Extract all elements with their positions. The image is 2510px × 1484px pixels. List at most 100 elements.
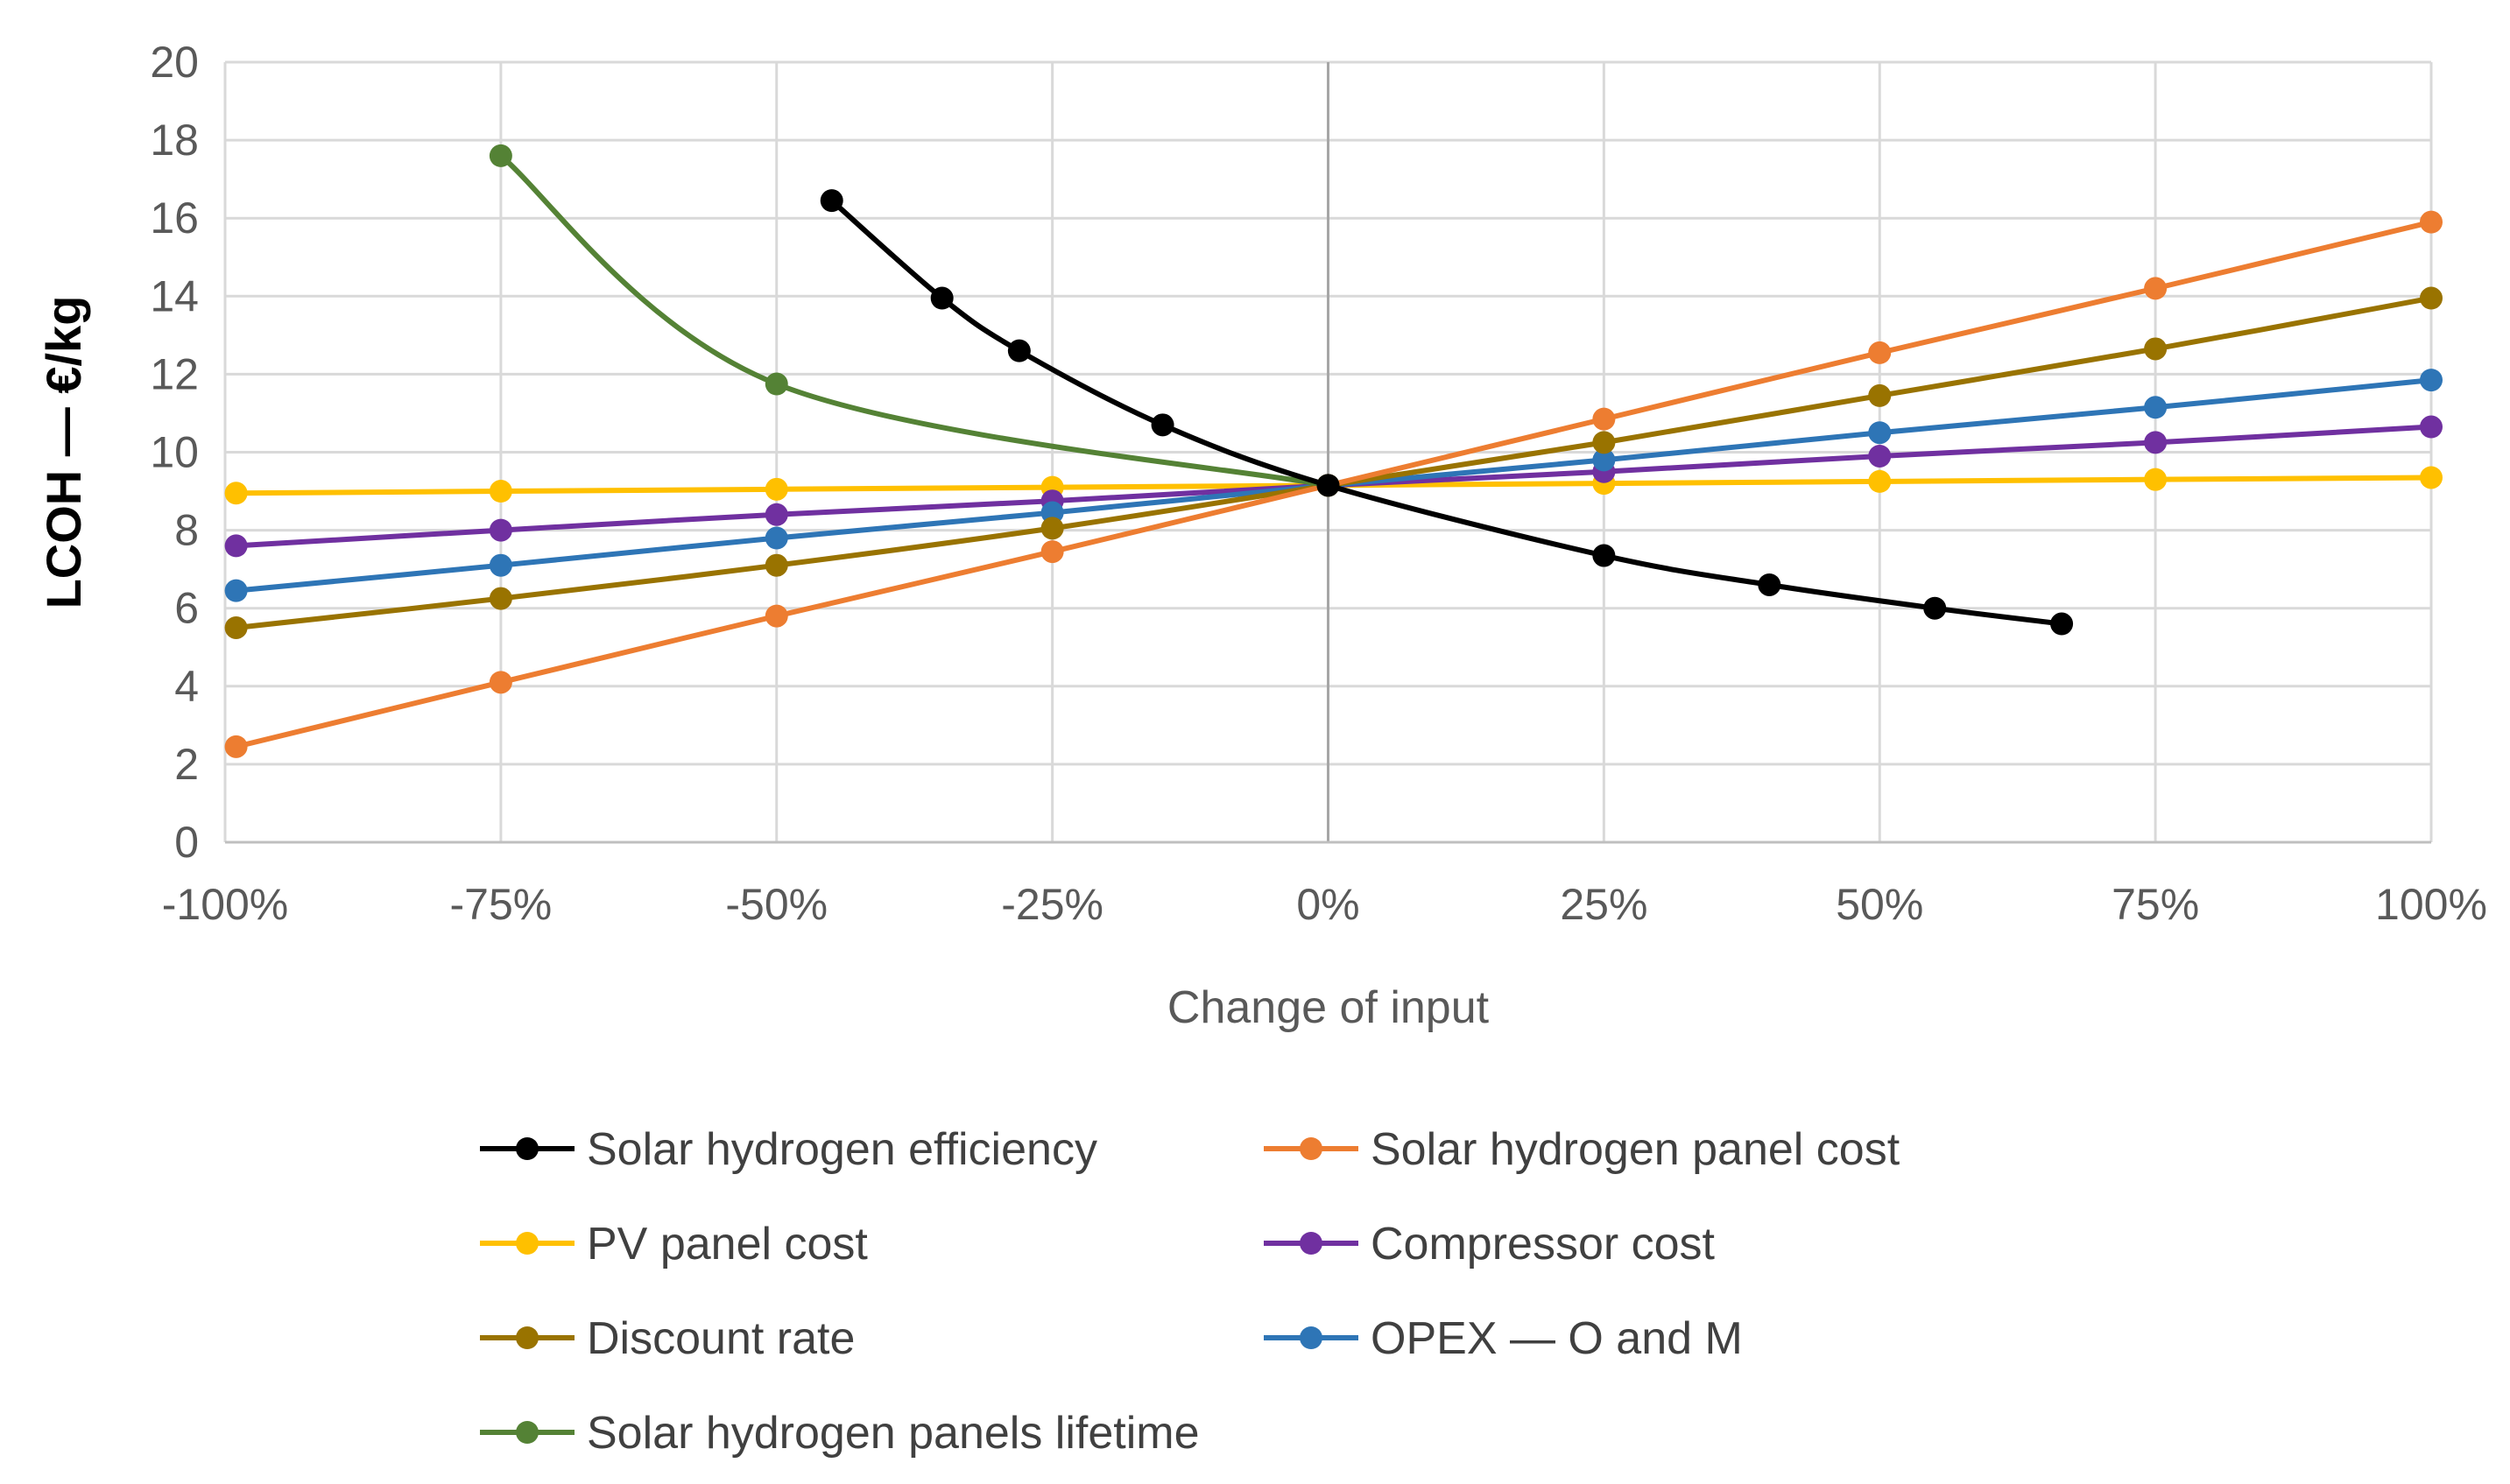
- legend-marker: [1300, 1137, 1322, 1160]
- y-tick-label: 0: [174, 818, 199, 867]
- x-tick-label: 100%: [2375, 880, 2487, 929]
- data-point: [2144, 337, 2168, 361]
- data-point: [1592, 448, 1616, 472]
- data-point: [2420, 466, 2443, 489]
- legend-marker: [516, 1326, 539, 1349]
- series-line: [829, 198, 2062, 627]
- legend-label: Solar hydrogen panel cost: [1371, 1124, 1900, 1175]
- x-tick-label: -25%: [1001, 880, 1103, 929]
- data-point: [2420, 286, 2443, 310]
- data-point: [765, 503, 788, 526]
- data-point: [2144, 431, 2168, 454]
- data-point: [2420, 369, 2443, 392]
- y-tick-label: 2: [174, 740, 199, 789]
- data-point: [1592, 544, 1616, 567]
- series-solar-hydrogen-efficiency: [820, 189, 2074, 636]
- y-tick-label: 10: [150, 428, 199, 477]
- legend-marker: [516, 1137, 539, 1160]
- data-point: [2050, 612, 2074, 636]
- legend-label: Compressor cost: [1371, 1219, 1716, 1269]
- data-point: [765, 372, 788, 396]
- data-point: [2144, 396, 2168, 419]
- data-point: [1868, 421, 1892, 445]
- data-point: [1592, 431, 1616, 454]
- legend-label: OPEX — O and M: [1371, 1313, 1743, 1364]
- x-axis-title: Change of input: [1167, 982, 1490, 1033]
- data-point: [1868, 341, 1892, 364]
- y-tick-label: 4: [174, 662, 199, 711]
- data-point: [489, 553, 512, 577]
- data-point: [765, 553, 788, 577]
- legend-marker: [1300, 1326, 1322, 1349]
- data-point: [1040, 501, 1064, 524]
- legend-marker: [516, 1232, 539, 1255]
- legend-marker: [516, 1421, 539, 1444]
- x-tick-label: 25%: [1560, 880, 1647, 929]
- y-axis-title: LCOH — €/kg: [36, 296, 91, 609]
- legend-label: Solar hydrogen panels lifetime: [587, 1408, 1200, 1459]
- series-line: [236, 295, 2432, 630]
- x-tick-label: -75%: [450, 880, 553, 929]
- data-point: [1040, 517, 1064, 540]
- data-point: [224, 579, 248, 602]
- y-tick-label: 18: [150, 116, 199, 165]
- legend-label: Solar hydrogen efficiency: [587, 1124, 1097, 1175]
- gridlines: [223, 60, 2433, 844]
- legend-entry: Solar hydrogen panel cost: [1264, 1124, 1900, 1175]
- data-point: [2420, 210, 2443, 234]
- y-tick-label: 8: [174, 506, 199, 555]
- x-tick-label: -50%: [725, 880, 828, 929]
- data-point: [1923, 596, 1947, 620]
- y-tick-label: 20: [150, 38, 199, 87]
- data-point: [2420, 415, 2443, 439]
- x-tick-label: 0%: [1296, 880, 1359, 929]
- data-point: [765, 526, 788, 550]
- x-tick-label: -100%: [162, 880, 289, 929]
- data-point: [1316, 474, 1340, 497]
- tick-labels: 0 2 4 6 8 10 12 14 16 18 20 -100% -75% -50% -25% 0% 25% 5…: [150, 38, 2487, 929]
- data-point: [1592, 407, 1616, 431]
- data-point: [2144, 468, 2168, 491]
- data-point: [489, 587, 512, 610]
- legend-entry: Discount rate: [480, 1313, 855, 1364]
- x-tick-label: 50%: [1836, 880, 1923, 929]
- data-point: [224, 615, 248, 639]
- y-tick-label: 12: [150, 349, 199, 398]
- data-point: [765, 477, 788, 501]
- legend-label: PV panel cost: [587, 1219, 868, 1269]
- series-discount-rate: [224, 286, 2443, 639]
- plot-series: [224, 144, 2443, 758]
- legend: Solar hydrogen efficiency Solar hydrogen …: [480, 1124, 1900, 1459]
- legend-entry: PV panel cost: [480, 1219, 868, 1269]
- data-point: [1007, 339, 1031, 362]
- data-point: [820, 189, 843, 213]
- data-point: [930, 286, 954, 310]
- legend-entry: Solar hydrogen efficiency: [480, 1124, 1097, 1175]
- data-point: [224, 534, 248, 558]
- y-tick-label: 16: [150, 193, 199, 243]
- series-line: [498, 153, 1329, 489]
- data-point: [1040, 540, 1064, 564]
- data-point: [489, 144, 512, 167]
- data-point: [765, 604, 788, 628]
- data-point: [1868, 383, 1892, 407]
- legend-entry: OPEX — O and M: [1264, 1313, 1743, 1364]
- data-point: [1868, 444, 1892, 468]
- x-tick-label: 75%: [2112, 880, 2199, 929]
- data-point: [1151, 413, 1174, 437]
- y-tick-label: 6: [174, 584, 199, 633]
- data-point: [489, 480, 512, 503]
- data-point: [1758, 573, 1781, 596]
- data-point: [489, 671, 512, 694]
- data-point: [489, 518, 512, 542]
- data-point: [2144, 277, 2168, 300]
- data-point: [224, 735, 248, 758]
- legend-entry: Compressor cost: [1264, 1219, 1716, 1269]
- data-point: [1868, 469, 1892, 493]
- legend-marker: [1300, 1232, 1322, 1255]
- legend-entry: Solar hydrogen panels lifetime: [480, 1408, 1200, 1459]
- y-tick-label: 14: [150, 271, 199, 320]
- legend-label: Discount rate: [587, 1313, 855, 1364]
- data-point: [224, 482, 248, 505]
